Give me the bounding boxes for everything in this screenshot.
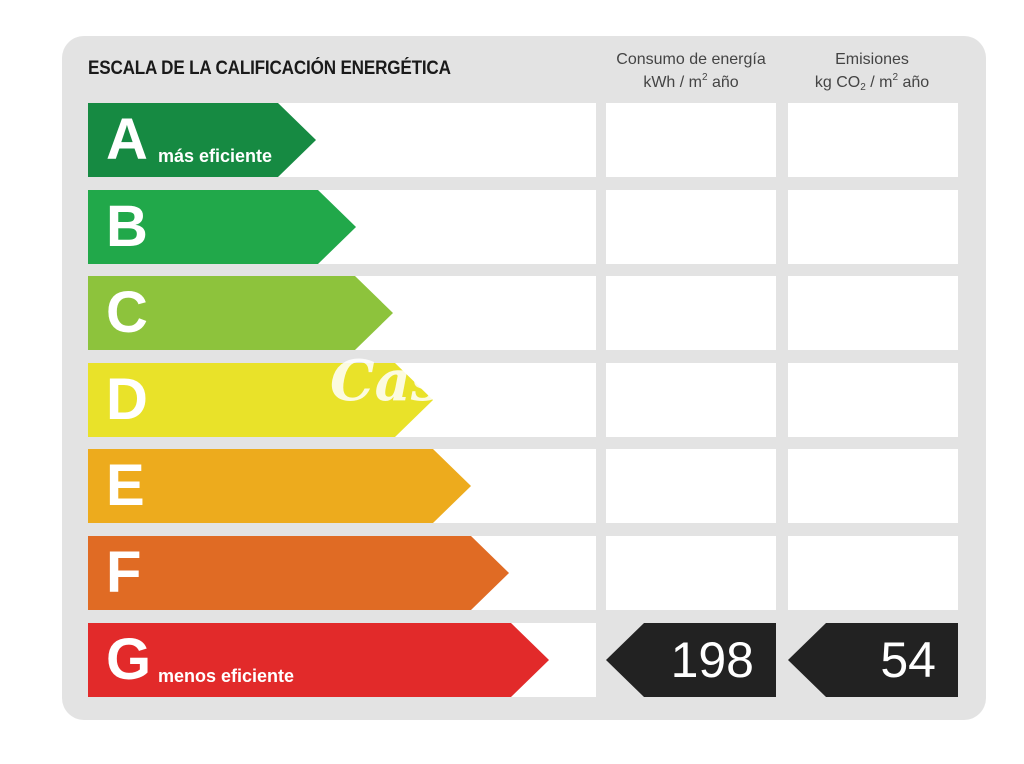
class-arrow-a: A más eficiente: [88, 103, 316, 177]
emissions-cell-f: [788, 536, 958, 610]
class-arrow-b: B: [88, 190, 356, 264]
emissions-cell-e: [788, 449, 958, 523]
class-letter-d: D: [106, 367, 148, 432]
emissions-cell-a: [788, 103, 958, 177]
energy-cell-f: [606, 536, 776, 610]
energy-header-line1: Consumo de energía: [616, 51, 766, 68]
energy-value-badge: 198: [606, 623, 776, 697]
energy-cell-b: [606, 190, 776, 264]
energy-header-unit: kWh / m2 año: [643, 72, 739, 92]
energy-cell-c: [606, 276, 776, 350]
class-letter-a: A: [106, 107, 148, 172]
class-sublabel-a: más eficiente: [158, 146, 273, 166]
class-letter-e: E: [106, 453, 145, 518]
class-letter-f: F: [106, 540, 142, 605]
energy-cell-a: [606, 103, 776, 177]
emissions-header-line1: Emisiones: [835, 51, 909, 68]
class-letter-g: G: [106, 627, 152, 692]
energy-column-header: Consumo de energía kWh / m2 año: [600, 48, 782, 94]
class-arrow-f: F: [88, 536, 509, 610]
emissions-cell-d: [788, 363, 958, 437]
energy-cell-e: [606, 449, 776, 523]
emissions-column-header: Emisiones kg CO2 / m2 año: [781, 48, 963, 94]
scale-title: ESCALA DE LA CALIFICACIÓN ENERGÉTICA: [88, 58, 451, 79]
emissions-cell-b: [788, 190, 958, 264]
class-sublabel-g: menos eficiente: [158, 666, 295, 686]
class-arrow-g: G menos eficiente: [88, 623, 549, 697]
energy-cell-d: [606, 363, 776, 437]
emissions-value-badge: 54: [788, 623, 958, 697]
class-letter-b: B: [106, 194, 148, 259]
class-arrow-c: C: [88, 276, 393, 350]
class-arrow-d: D: [88, 363, 433, 437]
class-letter-c: C: [106, 280, 148, 345]
emissions-cell-c: [788, 276, 958, 350]
emissions-header-unit: kg CO2 / m2 año: [814, 72, 930, 93]
class-arrow-e: E: [88, 449, 471, 523]
